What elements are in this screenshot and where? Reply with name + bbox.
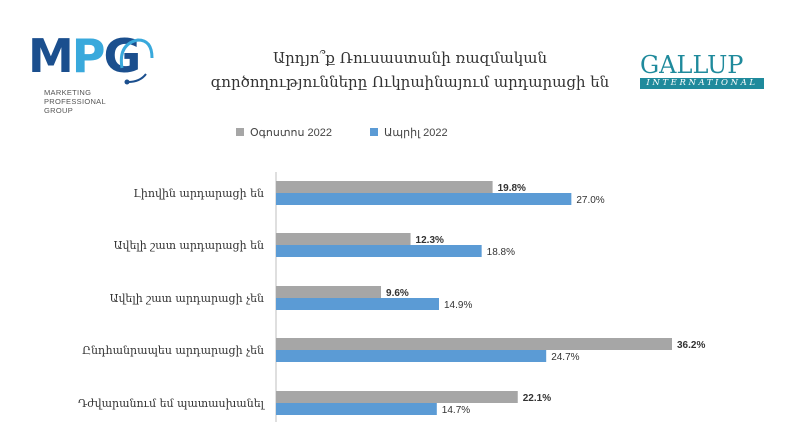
bar-april-hard-to-answer [276, 403, 437, 415]
bar-august-rather-justified [276, 233, 411, 245]
gallup-logo-band: INTERNATIONAL [640, 78, 764, 89]
data-label-april-fully-justified: 27.0% [576, 195, 604, 206]
category-label-fully-justified: Լիովին արդարացի են [133, 187, 264, 200]
category-label-not-justified-at-all: Ընդհանրապես արդարացի չեն [82, 344, 264, 357]
data-label-august-fully-justified: 19.8% [498, 183, 526, 194]
mpg-logo-line-3: GROUP [44, 106, 74, 115]
headset-icon [119, 38, 154, 85]
legend-swatch-april [370, 128, 378, 136]
mpg-logo-subtitle: MARKETING PROFESSIONAL GROUP [44, 88, 106, 115]
data-label-august-not-justified-at-all: 36.2% [677, 340, 705, 351]
category-label-hard-to-answer: Դժվարանում եմ պատասխանել [78, 397, 266, 410]
chart-title-line-2: գործողությունները Ուկրաինայում արդարացի … [210, 73, 610, 91]
mpg-logo: MPG MARKETING PROFESSIONAL GROUP [28, 30, 168, 115]
bar-august-not-justified-at-all [276, 338, 672, 350]
mpg-logo-letters: MPG [28, 29, 141, 83]
data-label-april-hard-to-answer: 14.7% [442, 405, 470, 416]
bar-april-rather-not-justified [276, 298, 439, 310]
data-label-august-hard-to-answer: 22.1% [523, 393, 551, 404]
chart-title-line-1: Արդյո՞ք Ռուսաստանի ռազմական [273, 49, 547, 67]
legend-swatch-august [236, 128, 244, 136]
data-label-august-rather-justified: 12.3% [416, 235, 444, 246]
category-label-rather-justified: Ավելի շատ արդարացի են [114, 239, 264, 252]
bar-april-fully-justified [276, 193, 572, 205]
legend-item-august: Օգոստոս 2022 [236, 126, 332, 139]
data-label-april-rather-justified: 18.8% [487, 247, 515, 258]
legend-label-august: Օգոստոս 2022 [250, 127, 333, 139]
data-label-april-rather-not-justified: 14.9% [444, 300, 472, 311]
chart-title: Արդյո՞ք Ռուսաստանի ռազմական գործողությու… [200, 46, 620, 94]
bar-august-hard-to-answer [276, 391, 518, 403]
mpg-logo-p: P [71, 29, 106, 83]
bar-august-fully-justified [276, 181, 493, 193]
bar-april-rather-justified [276, 245, 482, 257]
legend-item-april: Ապրիլ 2022 [370, 126, 448, 139]
gallup-logo-word: GALLUP [640, 51, 744, 79]
mpg-logo-m: M [28, 29, 74, 83]
mpg-logo-line-2: PROFESSIONAL [44, 97, 106, 106]
mpg-logo-line-1: MARKETING [44, 88, 92, 97]
data-label-april-not-justified-at-all: 24.7% [551, 352, 579, 363]
bar-april-not-justified-at-all [276, 350, 547, 362]
legend-label-april: Ապրիլ 2022 [384, 127, 448, 139]
gallup-logo: GALLUP INTERNATIONAL [640, 52, 764, 92]
bar-august-rather-not-justified [276, 286, 382, 298]
data-label-august-rather-not-justified: 9.6% [386, 288, 409, 299]
category-label-rather-not-justified: Ավելի շատ արդարացի չեն [110, 292, 264, 305]
